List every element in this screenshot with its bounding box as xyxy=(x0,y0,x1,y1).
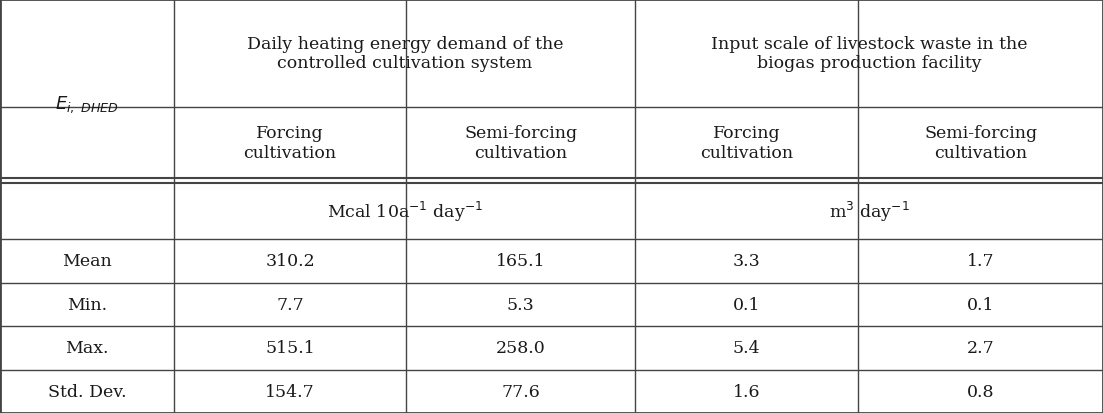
Text: Forcing
cultivation: Forcing cultivation xyxy=(700,125,793,161)
Text: 165.1: 165.1 xyxy=(496,253,545,270)
Text: 77.6: 77.6 xyxy=(501,383,540,400)
Text: Forcing
cultivation: Forcing cultivation xyxy=(244,125,336,161)
Text: 310.2: 310.2 xyxy=(265,253,315,270)
Text: Max.: Max. xyxy=(65,339,109,356)
Text: 2.7: 2.7 xyxy=(966,339,995,356)
Text: 258.0: 258.0 xyxy=(495,339,546,356)
Text: Input scale of livestock waste in the
biogas production facility: Input scale of livestock waste in the bi… xyxy=(711,36,1027,72)
Text: 5.4: 5.4 xyxy=(732,339,761,356)
Text: Mcal 10a$^{-1}$ day$^{-1}$: Mcal 10a$^{-1}$ day$^{-1}$ xyxy=(326,199,483,224)
Text: Min.: Min. xyxy=(67,296,107,313)
Text: $E_{i,\ DHED}$: $E_{i,\ DHED}$ xyxy=(55,94,119,114)
Text: 3.3: 3.3 xyxy=(732,253,761,270)
Text: m$^{3}$ day$^{-1}$: m$^{3}$ day$^{-1}$ xyxy=(828,199,910,224)
Text: 0.1: 0.1 xyxy=(733,296,760,313)
Text: 154.7: 154.7 xyxy=(265,383,315,400)
Text: 7.7: 7.7 xyxy=(276,296,304,313)
Text: Daily heating energy demand of the
controlled cultivation system: Daily heating energy demand of the contr… xyxy=(247,36,563,72)
Text: 0.1: 0.1 xyxy=(967,296,994,313)
Text: 1.7: 1.7 xyxy=(966,253,995,270)
Text: 5.3: 5.3 xyxy=(506,296,535,313)
Text: Mean: Mean xyxy=(62,253,113,270)
Text: 515.1: 515.1 xyxy=(265,339,315,356)
Text: 1.6: 1.6 xyxy=(733,383,760,400)
Text: Semi-forcing
cultivation: Semi-forcing cultivation xyxy=(464,125,577,161)
Text: 0.8: 0.8 xyxy=(967,383,994,400)
Text: Std. Dev.: Std. Dev. xyxy=(47,383,127,400)
Text: Semi-forcing
cultivation: Semi-forcing cultivation xyxy=(924,125,1037,161)
